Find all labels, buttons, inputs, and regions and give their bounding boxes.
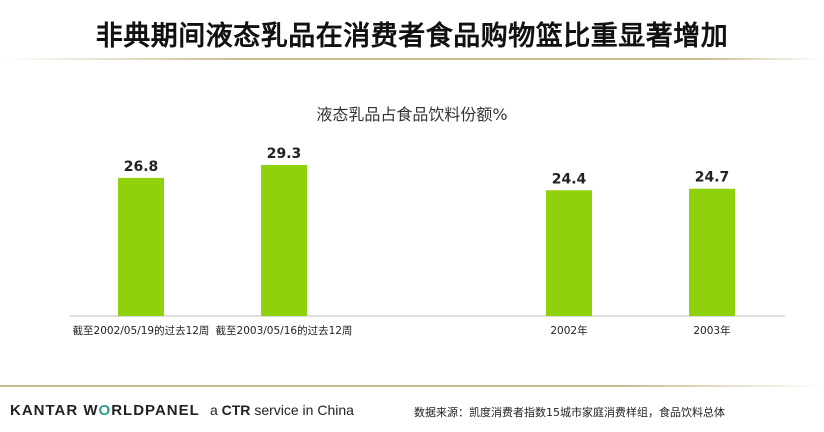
chart-title: 液态乳品占食品饮料份额% (316, 105, 508, 124)
data-label: 24.4 (552, 171, 587, 187)
bar (546, 190, 592, 316)
x-tick-label: 截至2002/05/19的过去12周 (73, 324, 210, 337)
x-tick-label: 2003年 (693, 324, 730, 337)
data-source-note: 数据来源：凯度消费者指数15城市家庭消费样组，食品饮料总体 (414, 406, 725, 419)
bar (689, 188, 735, 316)
data-label: 26.8 (124, 159, 159, 175)
page-title: 非典期间液态乳品在消费者食品购物篮比重显著增加 (95, 21, 729, 52)
kantar-worldpanel-logo: KANTAR WORLDPANEL a CTR service in China (10, 402, 354, 419)
x-tick-label: 截至2003/05/16的过去12周 (216, 324, 353, 337)
bar (261, 165, 307, 316)
data-label: 29.3 (267, 146, 302, 162)
x-tick-label: 2002年 (550, 324, 587, 337)
data-label: 24.7 (695, 170, 730, 186)
footer-divider (0, 385, 824, 387)
title-divider (0, 58, 824, 60)
bar (118, 177, 164, 316)
